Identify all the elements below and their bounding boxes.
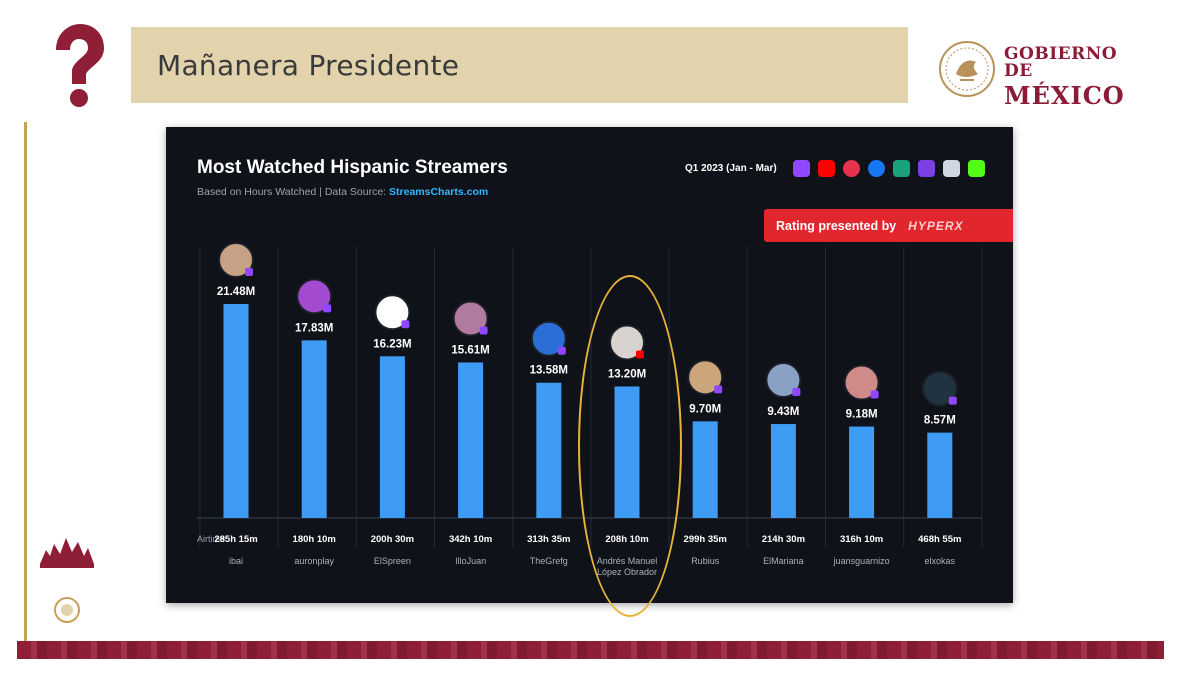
category-label: Andrés Manuel López Obrador — [597, 556, 658, 577]
kick-icon — [968, 160, 985, 177]
bar — [301, 340, 327, 518]
category-label: Rubius — [691, 556, 720, 566]
government-line2: MÉXICO — [1004, 81, 1125, 110]
rating-brand: HYPERX — [908, 218, 964, 233]
government-seal-icon — [939, 41, 995, 97]
data-label: 13.20M — [608, 368, 646, 380]
chart-subtitle-prefix: Based on Hours Watched | Data Source: — [197, 186, 390, 198]
airtime-value: 214h 30m — [762, 534, 805, 545]
data-label: 9.18M — [846, 409, 878, 421]
side-logo — [40, 538, 94, 623]
data-label: 16.23M — [373, 338, 411, 350]
header-band: Mañanera Presidente — [131, 27, 908, 103]
chart-period: Q1 2023 (Jan - Mar) — [685, 163, 777, 174]
data-label: 9.43M — [767, 406, 799, 418]
chart-title: Most Watched Hispanic Streamers — [197, 157, 508, 178]
bar — [536, 382, 562, 518]
airtime-value: 342h 10m — [449, 534, 492, 545]
airtime-value: 208h 10m — [605, 534, 648, 545]
category-label: auronplay — [294, 556, 334, 566]
facebook-icon — [868, 160, 885, 177]
heart-icon — [843, 160, 860, 177]
category-label: elxokas — [925, 556, 956, 566]
airtime-label: Airtime: — [197, 534, 228, 544]
streamer-avatar — [452, 300, 489, 337]
platform-badge-icon — [323, 304, 332, 313]
streamer-avatar — [921, 370, 958, 407]
airtime-value: 299h 35m — [684, 534, 727, 545]
twitch-icon — [793, 160, 810, 177]
bar — [379, 356, 405, 518]
rating-badge: Rating presented by HYPERX — [764, 209, 1013, 242]
airtime-value: 468h 55m — [918, 534, 961, 545]
page-title: Mañanera Presidente — [157, 48, 460, 82]
ghost-icon — [943, 160, 960, 177]
streamer-avatar — [530, 320, 567, 357]
left-divider — [24, 122, 27, 642]
chart-subtitle: Based on Hours Watched | Data Source: St… — [197, 186, 488, 198]
airtime-value: 200h 30m — [371, 534, 414, 545]
platform-badge-icon — [792, 388, 801, 397]
data-label: 21.48M — [217, 286, 255, 298]
question-mark-icon — [56, 24, 104, 107]
streamer-avatar — [687, 359, 724, 396]
bar — [849, 426, 875, 518]
platform-icons — [793, 160, 985, 177]
footer-band — [17, 641, 1164, 659]
platform-badge-icon — [714, 385, 723, 394]
government-logo: GOBIERNO DE MÉXICO — [938, 40, 1148, 108]
bar — [770, 424, 796, 518]
bar — [927, 432, 953, 518]
streamer-avatar — [843, 364, 880, 401]
trovo-icon — [893, 160, 910, 177]
bar — [458, 362, 484, 518]
platform-badge-icon — [245, 268, 253, 276]
airtime-value: 180h 10m — [293, 534, 336, 545]
youtube-icon — [818, 160, 835, 177]
chart-data-source: StreamsCharts.com — [389, 186, 489, 198]
data-label: 9.70M — [689, 403, 721, 415]
category-label: ibai — [229, 556, 243, 566]
bar — [614, 386, 640, 518]
platform-badge-icon — [870, 390, 879, 399]
airtime-value: 316h 10m — [840, 534, 883, 545]
airtime-value: 285h 15m — [214, 534, 257, 545]
government-line1: GOBIERNO DE — [1004, 44, 1118, 81]
data-label: 17.83M — [295, 322, 333, 334]
streamer-avatar — [296, 278, 333, 315]
bar — [223, 304, 249, 518]
bar — [692, 421, 718, 518]
data-label: 13.58M — [530, 365, 568, 377]
streamer-avatar — [374, 294, 411, 331]
data-label: 15.61M — [451, 344, 489, 356]
streamer-avatar — [609, 324, 645, 361]
platform-badge-icon — [479, 326, 488, 335]
streamer-avatar — [218, 242, 254, 278]
platform-badge-icon — [557, 346, 566, 355]
bar-chart: Airtime: 21.48M 285h 15m ibai 17.83M 180h 10m… — [196, 242, 983, 577]
government-wordmark: GOBIERNO DE MÉXICO — [1004, 46, 1148, 108]
category-label: TheGrefg — [530, 556, 568, 566]
streaming-icon — [918, 160, 935, 177]
rating-text: Rating presented by — [776, 218, 897, 233]
platform-badge-icon — [948, 396, 957, 405]
platform-badge-icon — [401, 320, 410, 329]
airtime-value: 313h 35m — [527, 534, 570, 545]
platform-badge-icon — [636, 350, 644, 359]
chart-screenshot: Most Watched Hispanic Streamers Based on… — [166, 127, 1013, 603]
streamer-avatar — [765, 362, 802, 399]
category-label: ElMariana — [763, 556, 804, 566]
category-label: ElSpreen — [374, 556, 411, 566]
data-label: 8.57M — [924, 415, 956, 427]
category-label: IlloJuan — [455, 556, 486, 566]
category-label: juansguarnizo — [833, 556, 890, 566]
